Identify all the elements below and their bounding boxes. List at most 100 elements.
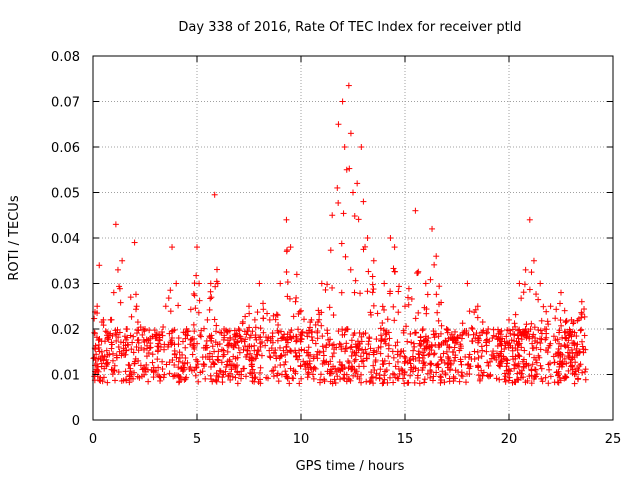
data-point (283, 344, 290, 351)
data-point (407, 366, 414, 373)
data-point (377, 366, 384, 373)
data-point (292, 368, 299, 375)
data-point (511, 361, 518, 368)
data-point (382, 336, 389, 343)
data-point (357, 353, 364, 360)
data-point (424, 370, 431, 377)
data-point (390, 379, 397, 386)
data-point (522, 379, 529, 386)
data-point (553, 306, 560, 313)
data-point (246, 310, 253, 317)
data-point (270, 312, 277, 319)
data-point (253, 351, 260, 358)
data-point (347, 266, 354, 273)
data-point (219, 379, 226, 386)
data-point (161, 371, 168, 378)
data-point (379, 303, 386, 310)
data-point (581, 306, 588, 313)
data-point (94, 303, 101, 310)
data-point (298, 346, 305, 353)
data-point (370, 362, 377, 369)
data-point (284, 375, 291, 382)
data-point (112, 221, 119, 228)
data-point (135, 357, 142, 364)
data-point (497, 340, 504, 347)
data-point (145, 349, 152, 356)
data-point (442, 370, 449, 377)
data-point (561, 355, 568, 362)
data-point (407, 330, 414, 337)
data-point (292, 347, 299, 354)
data-point (405, 285, 412, 292)
data-point (444, 361, 451, 368)
data-point (189, 351, 196, 358)
data-point (533, 344, 540, 351)
data-point (101, 365, 108, 372)
data-point (211, 316, 218, 323)
data-point (528, 372, 535, 379)
data-point (116, 285, 123, 292)
data-point (391, 244, 398, 251)
data-point (241, 338, 248, 345)
data-point (531, 324, 538, 331)
data-point (457, 341, 464, 348)
data-point (108, 341, 115, 348)
data-point (427, 361, 434, 368)
data-point (191, 328, 198, 335)
data-point (421, 376, 428, 383)
data-point (356, 363, 363, 370)
data-point (275, 321, 282, 328)
data-point (498, 358, 505, 365)
data-point (528, 366, 535, 373)
data-point (356, 329, 363, 336)
data-point (298, 335, 305, 342)
data-point (176, 349, 183, 356)
data-point (358, 358, 365, 365)
data-point (91, 315, 98, 322)
data-point (104, 329, 111, 336)
data-point (211, 191, 218, 198)
data-point (485, 326, 492, 332)
data-point (401, 368, 408, 375)
x-tick-label: 5 (193, 432, 201, 447)
data-point (578, 298, 585, 305)
data-point (573, 345, 580, 352)
data-point (526, 286, 533, 293)
data-point (358, 379, 365, 386)
data-point (254, 309, 261, 316)
data-point (384, 379, 391, 386)
data-point (367, 309, 374, 316)
data-point (212, 328, 219, 335)
data-point (326, 304, 333, 311)
chart-title: Day 338 of 2016, Rate Of TEC Index for r… (178, 20, 521, 35)
data-point (368, 369, 375, 376)
data-point (159, 358, 166, 365)
data-point (397, 352, 404, 359)
data-point (207, 288, 214, 295)
data-point (360, 198, 367, 205)
data-point (501, 355, 508, 362)
data-point (208, 294, 215, 301)
data-point (211, 348, 218, 355)
data-point (297, 331, 304, 338)
data-point (336, 340, 343, 347)
data-point (112, 377, 119, 384)
data-point (268, 345, 275, 352)
data-point (118, 352, 125, 359)
data-point (494, 336, 501, 343)
data-point (343, 166, 350, 173)
data-point (369, 289, 376, 296)
data-point (234, 332, 241, 339)
data-point (257, 376, 264, 383)
data-point (380, 361, 387, 368)
data-point (412, 207, 419, 214)
data-point (128, 313, 135, 320)
data-point (355, 216, 362, 223)
data-point (434, 309, 441, 316)
data-point (417, 342, 424, 349)
data-point (538, 365, 545, 372)
data-point (338, 240, 345, 247)
data-point (221, 326, 228, 332)
data-point (286, 380, 293, 387)
data-point (175, 364, 182, 371)
